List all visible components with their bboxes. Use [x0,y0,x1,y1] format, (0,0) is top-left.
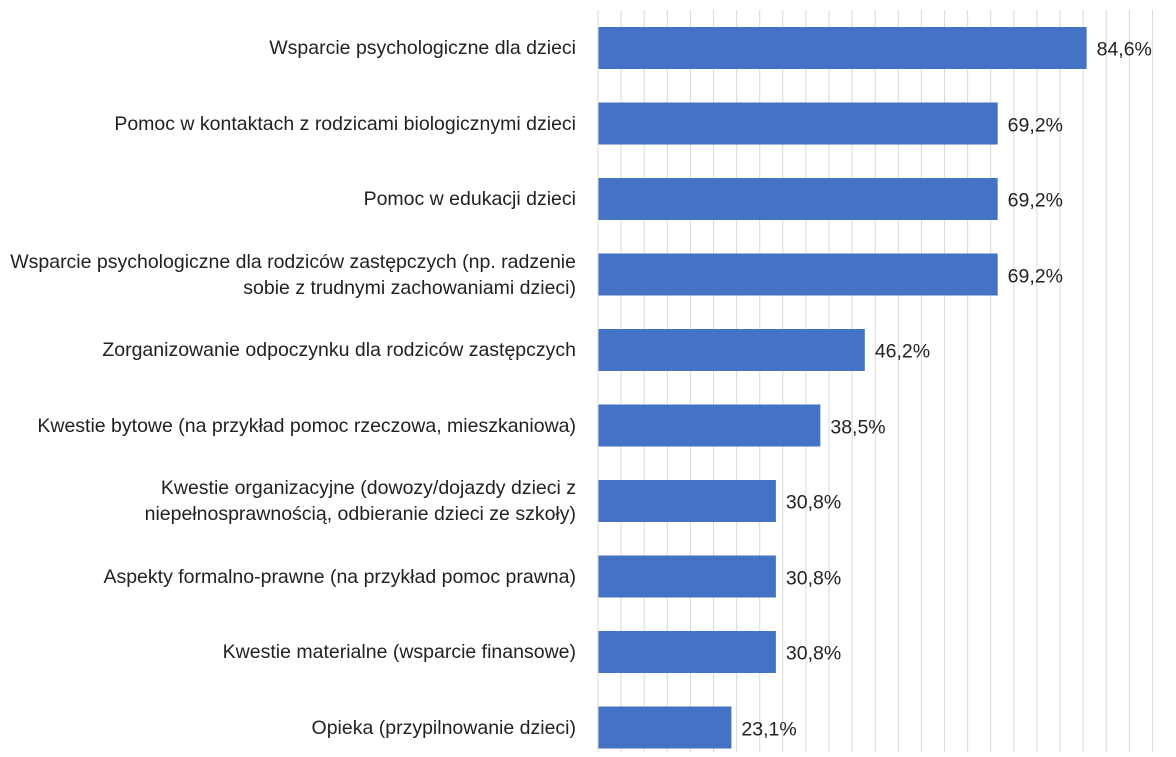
category-label: Wsparcie psychologiczne dla rodziców zas… [10,250,576,299]
category-label: Opieka (przypilnowanie dzieci) [311,716,576,739]
category-label: Zorganizowanie odpoczynku dla rodziców z… [102,339,576,361]
value-label: 46,2% [874,340,931,363]
bar [598,253,998,296]
bar [598,480,776,522]
bar [598,631,776,673]
bar [598,329,865,371]
value-label: 69,2% [1007,189,1063,212]
category-label: Pomoc w kontaktach z rodzicami biologicz… [114,112,576,135]
value-label: 69,2% [1007,265,1063,287]
category-label: Wsparcie psychologiczne dla dzieci [269,37,576,59]
value-label: 30,8% [785,567,842,589]
category-label: Pomoc w edukacji dzieci [363,188,576,210]
bar [598,27,1087,69]
value-label: 23,1% [741,718,797,740]
category-label: Kwestie materialne (wsparcie finansowe) [222,641,576,663]
category-label: Kwestie organizacyjne (dowozy/dojazdy dz… [144,477,576,525]
value-label: 69,2% [1007,114,1063,136]
value-label: 84,6% [1096,38,1152,61]
value-label: 30,8% [785,491,842,514]
bar [598,102,998,145]
value-label: 38,5% [830,416,886,438]
value-label: 30,8% [785,642,842,665]
bar [598,404,821,447]
bar [598,706,732,749]
bar [598,555,776,598]
category-label: Aspekty formalno-prawne (na przykład pom… [103,565,576,588]
bar [598,178,998,220]
category-label: Kwestie bytowe (na przykład pomoc rzeczo… [37,414,576,437]
